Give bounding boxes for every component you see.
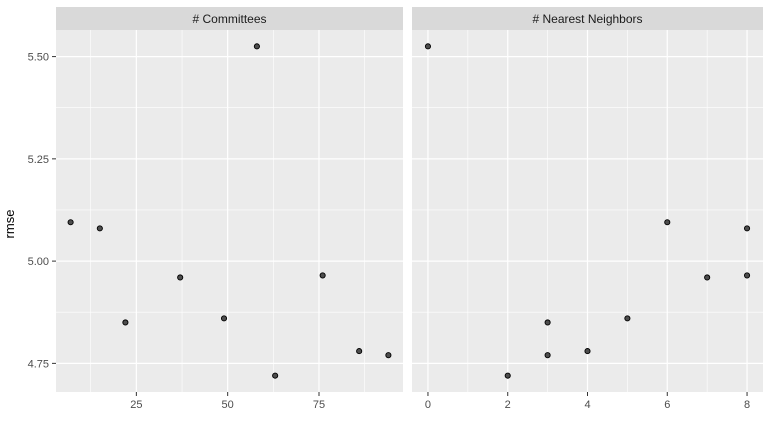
data-point <box>664 219 671 226</box>
data-point <box>96 225 103 232</box>
x-tick-label: 75 <box>313 399 325 411</box>
x-tick-label: 8 <box>744 399 750 411</box>
data-point <box>424 43 432 50</box>
strip-label-neighbors: # Nearest Neighbors <box>532 12 642 26</box>
y-axis: 4.75 5.00 5.25 5.50 <box>28 52 56 370</box>
x-tick-label: 25 <box>130 399 142 411</box>
data-point <box>624 315 631 322</box>
data-point <box>67 219 74 226</box>
data-point <box>704 274 711 281</box>
data-point <box>253 43 260 50</box>
data-point <box>319 272 326 279</box>
y-axis-title: rmse <box>2 210 17 239</box>
data-point <box>122 319 129 326</box>
y-tick-label: 5.50 <box>28 52 49 64</box>
strip-label-committees: # Committees <box>192 12 266 26</box>
x-tick-label: 50 <box>222 399 234 411</box>
data-point <box>544 352 551 359</box>
data-point <box>743 272 751 279</box>
data-point <box>544 319 551 326</box>
data-point <box>356 348 363 355</box>
panels-layer: # Committees 25 50 75 # Nearest Neighbors 0 2 4… <box>56 7 763 411</box>
x-tick-label: 6 <box>664 399 670 411</box>
data-point <box>177 274 184 281</box>
data-point <box>584 348 591 355</box>
data-point <box>385 352 392 359</box>
panel-committees: # Committees 25 50 75 <box>56 7 403 411</box>
data-point <box>743 225 751 232</box>
strip-committees <box>56 7 403 30</box>
y-tick-label: 5.25 <box>28 154 49 166</box>
data-point <box>504 372 511 379</box>
strip-neighbors <box>412 7 763 30</box>
y-tick-label: 5.00 <box>28 256 49 268</box>
x-tick-label: 0 <box>425 399 431 411</box>
x-tick-label: 2 <box>505 399 511 411</box>
x-tick-label: 4 <box>584 399 590 411</box>
data-point <box>272 372 279 379</box>
data-point <box>220 315 228 322</box>
panel-neighbors: # Nearest Neighbors 0 2 4 6 8 <box>412 7 763 411</box>
y-tick-label: 4.75 <box>28 358 49 370</box>
panel-background-committees <box>56 30 403 392</box>
